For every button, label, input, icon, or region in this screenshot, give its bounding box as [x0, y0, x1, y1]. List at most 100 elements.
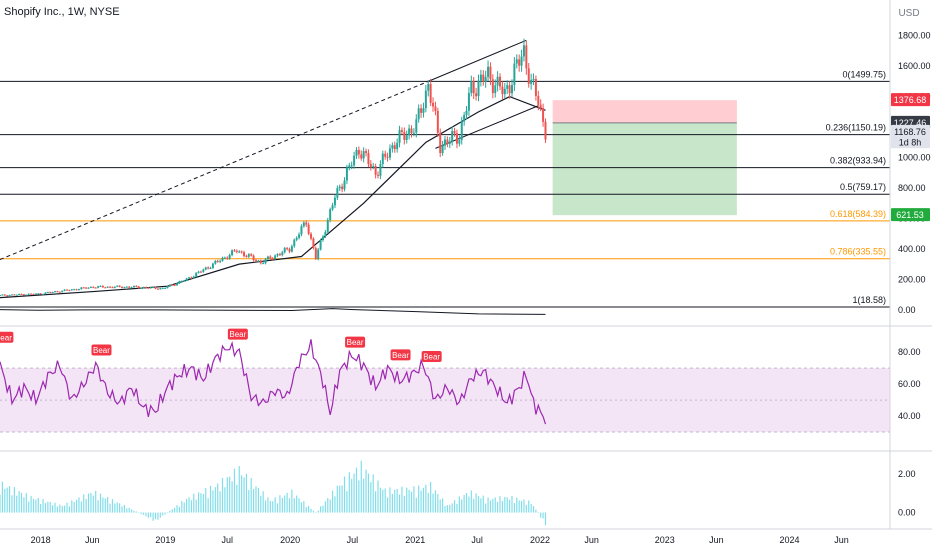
- histogram-bar: [351, 478, 353, 513]
- histogram-bar: [200, 493, 202, 513]
- candle-body: [49, 292, 52, 294]
- candle-body: [329, 209, 332, 220]
- histogram-bar: [465, 492, 468, 513]
- histogram-bar: [437, 493, 439, 513]
- price-badge: [891, 208, 930, 222]
- candle-body: [508, 85, 511, 94]
- candle-body: [247, 254, 250, 257]
- candle-body: [0, 295, 1, 297]
- candle-body: [238, 251, 241, 253]
- candle-body: [372, 166, 375, 168]
- candle-body: [185, 278, 188, 281]
- histogram-bar: [317, 510, 319, 513]
- candle-body: [317, 249, 320, 259]
- candle-body: [522, 45, 525, 57]
- candle-body: [73, 289, 76, 291]
- time-axis-label: Jun: [85, 535, 100, 545]
- bear-label: Bear: [0, 333, 12, 342]
- candle-body: [240, 251, 243, 253]
- price-axis-label: 1000.00: [898, 153, 931, 163]
- histogram-bar: [260, 495, 262, 513]
- histogram-bar: [355, 467, 358, 513]
- histogram-bar: [360, 460, 362, 513]
- histogram-bar: [87, 493, 90, 513]
- price-badge: [891, 93, 930, 107]
- fib-level-label: 1(18.58): [852, 295, 886, 305]
- trendline: [435, 105, 539, 149]
- candle-body: [94, 287, 97, 289]
- candle-body: [137, 286, 140, 289]
- histogram-bar: [243, 477, 245, 513]
- histogram-bar: [403, 495, 405, 513]
- histogram-bar: [348, 472, 350, 513]
- bear-label: Bear: [93, 346, 110, 355]
- histogram-bar: [272, 501, 274, 513]
- candle-body: [147, 287, 150, 289]
- histogram-bar: [164, 512, 166, 515]
- candle-body: [465, 110, 468, 116]
- volume-ma-line: [0, 308, 546, 315]
- candle-body: [324, 231, 327, 237]
- candle-body: [204, 267, 207, 270]
- candle-body: [3, 294, 6, 296]
- candle-body: [384, 153, 387, 157]
- bear-label-box: [390, 349, 411, 361]
- histogram-bar: [128, 507, 130, 513]
- histogram-bar: [35, 499, 37, 513]
- candle-body: [116, 285, 119, 287]
- candle-body: [207, 267, 210, 269]
- candle-body: [518, 59, 521, 66]
- histogram-bar: [183, 502, 185, 513]
- histogram-bar: [453, 500, 456, 513]
- price-axis-label: 2.00: [898, 469, 916, 479]
- histogram-bar: [202, 494, 204, 513]
- histogram-bar: [238, 466, 240, 513]
- candle-body: [209, 267, 212, 269]
- candle-body: [101, 285, 104, 288]
- candle-body: [307, 224, 310, 234]
- price-badge-label: 621.53: [896, 210, 924, 220]
- candle-body: [144, 287, 147, 289]
- candle-body: [365, 151, 368, 154]
- candle-body: [439, 132, 442, 154]
- histogram-bar: [449, 504, 451, 513]
- trendlines: [0, 39, 539, 261]
- candle-body: [302, 222, 305, 227]
- candle-body: [231, 250, 234, 255]
- candle-body: [178, 281, 181, 284]
- histogram-bar: [66, 502, 68, 513]
- candle-body: [226, 257, 229, 259]
- histogram-bar: [42, 499, 44, 513]
- histogram-bar: [276, 503, 279, 513]
- histogram-bar: [451, 503, 453, 513]
- histogram-bar: [73, 501, 75, 513]
- candle-body: [97, 286, 100, 288]
- histogram-bar: [90, 493, 92, 513]
- histogram-bar: [525, 504, 527, 513]
- price-axis-label: 200.00: [898, 274, 926, 284]
- fib-level-label: 0.382(933.94): [830, 156, 886, 166]
- histogram-bar: [401, 486, 403, 513]
- histogram-bar: [468, 496, 470, 513]
- histogram-bar: [75, 499, 78, 513]
- moving-average: [0, 95, 546, 299]
- candle-body: [130, 287, 133, 289]
- histogram-bar: [186, 498, 188, 513]
- histogram-bar: [197, 492, 200, 513]
- price-axis-label: 1600.00: [898, 61, 931, 71]
- currency-label[interactable]: USD: [898, 8, 919, 19]
- candle-body: [10, 294, 13, 296]
- histogram-bar: [116, 502, 118, 513]
- histogram-bar: [107, 497, 109, 513]
- candle-body: [30, 293, 33, 295]
- candle-body: [341, 186, 344, 190]
- histogram-bar: [68, 506, 70, 513]
- candle-body: [89, 286, 92, 288]
- histogram-bar: [147, 512, 149, 518]
- histogram-bar: [532, 505, 535, 513]
- candle-body: [369, 164, 372, 167]
- histogram-bar: [138, 512, 140, 514]
- candle-body: [472, 80, 475, 94]
- histogram-bar: [188, 497, 190, 513]
